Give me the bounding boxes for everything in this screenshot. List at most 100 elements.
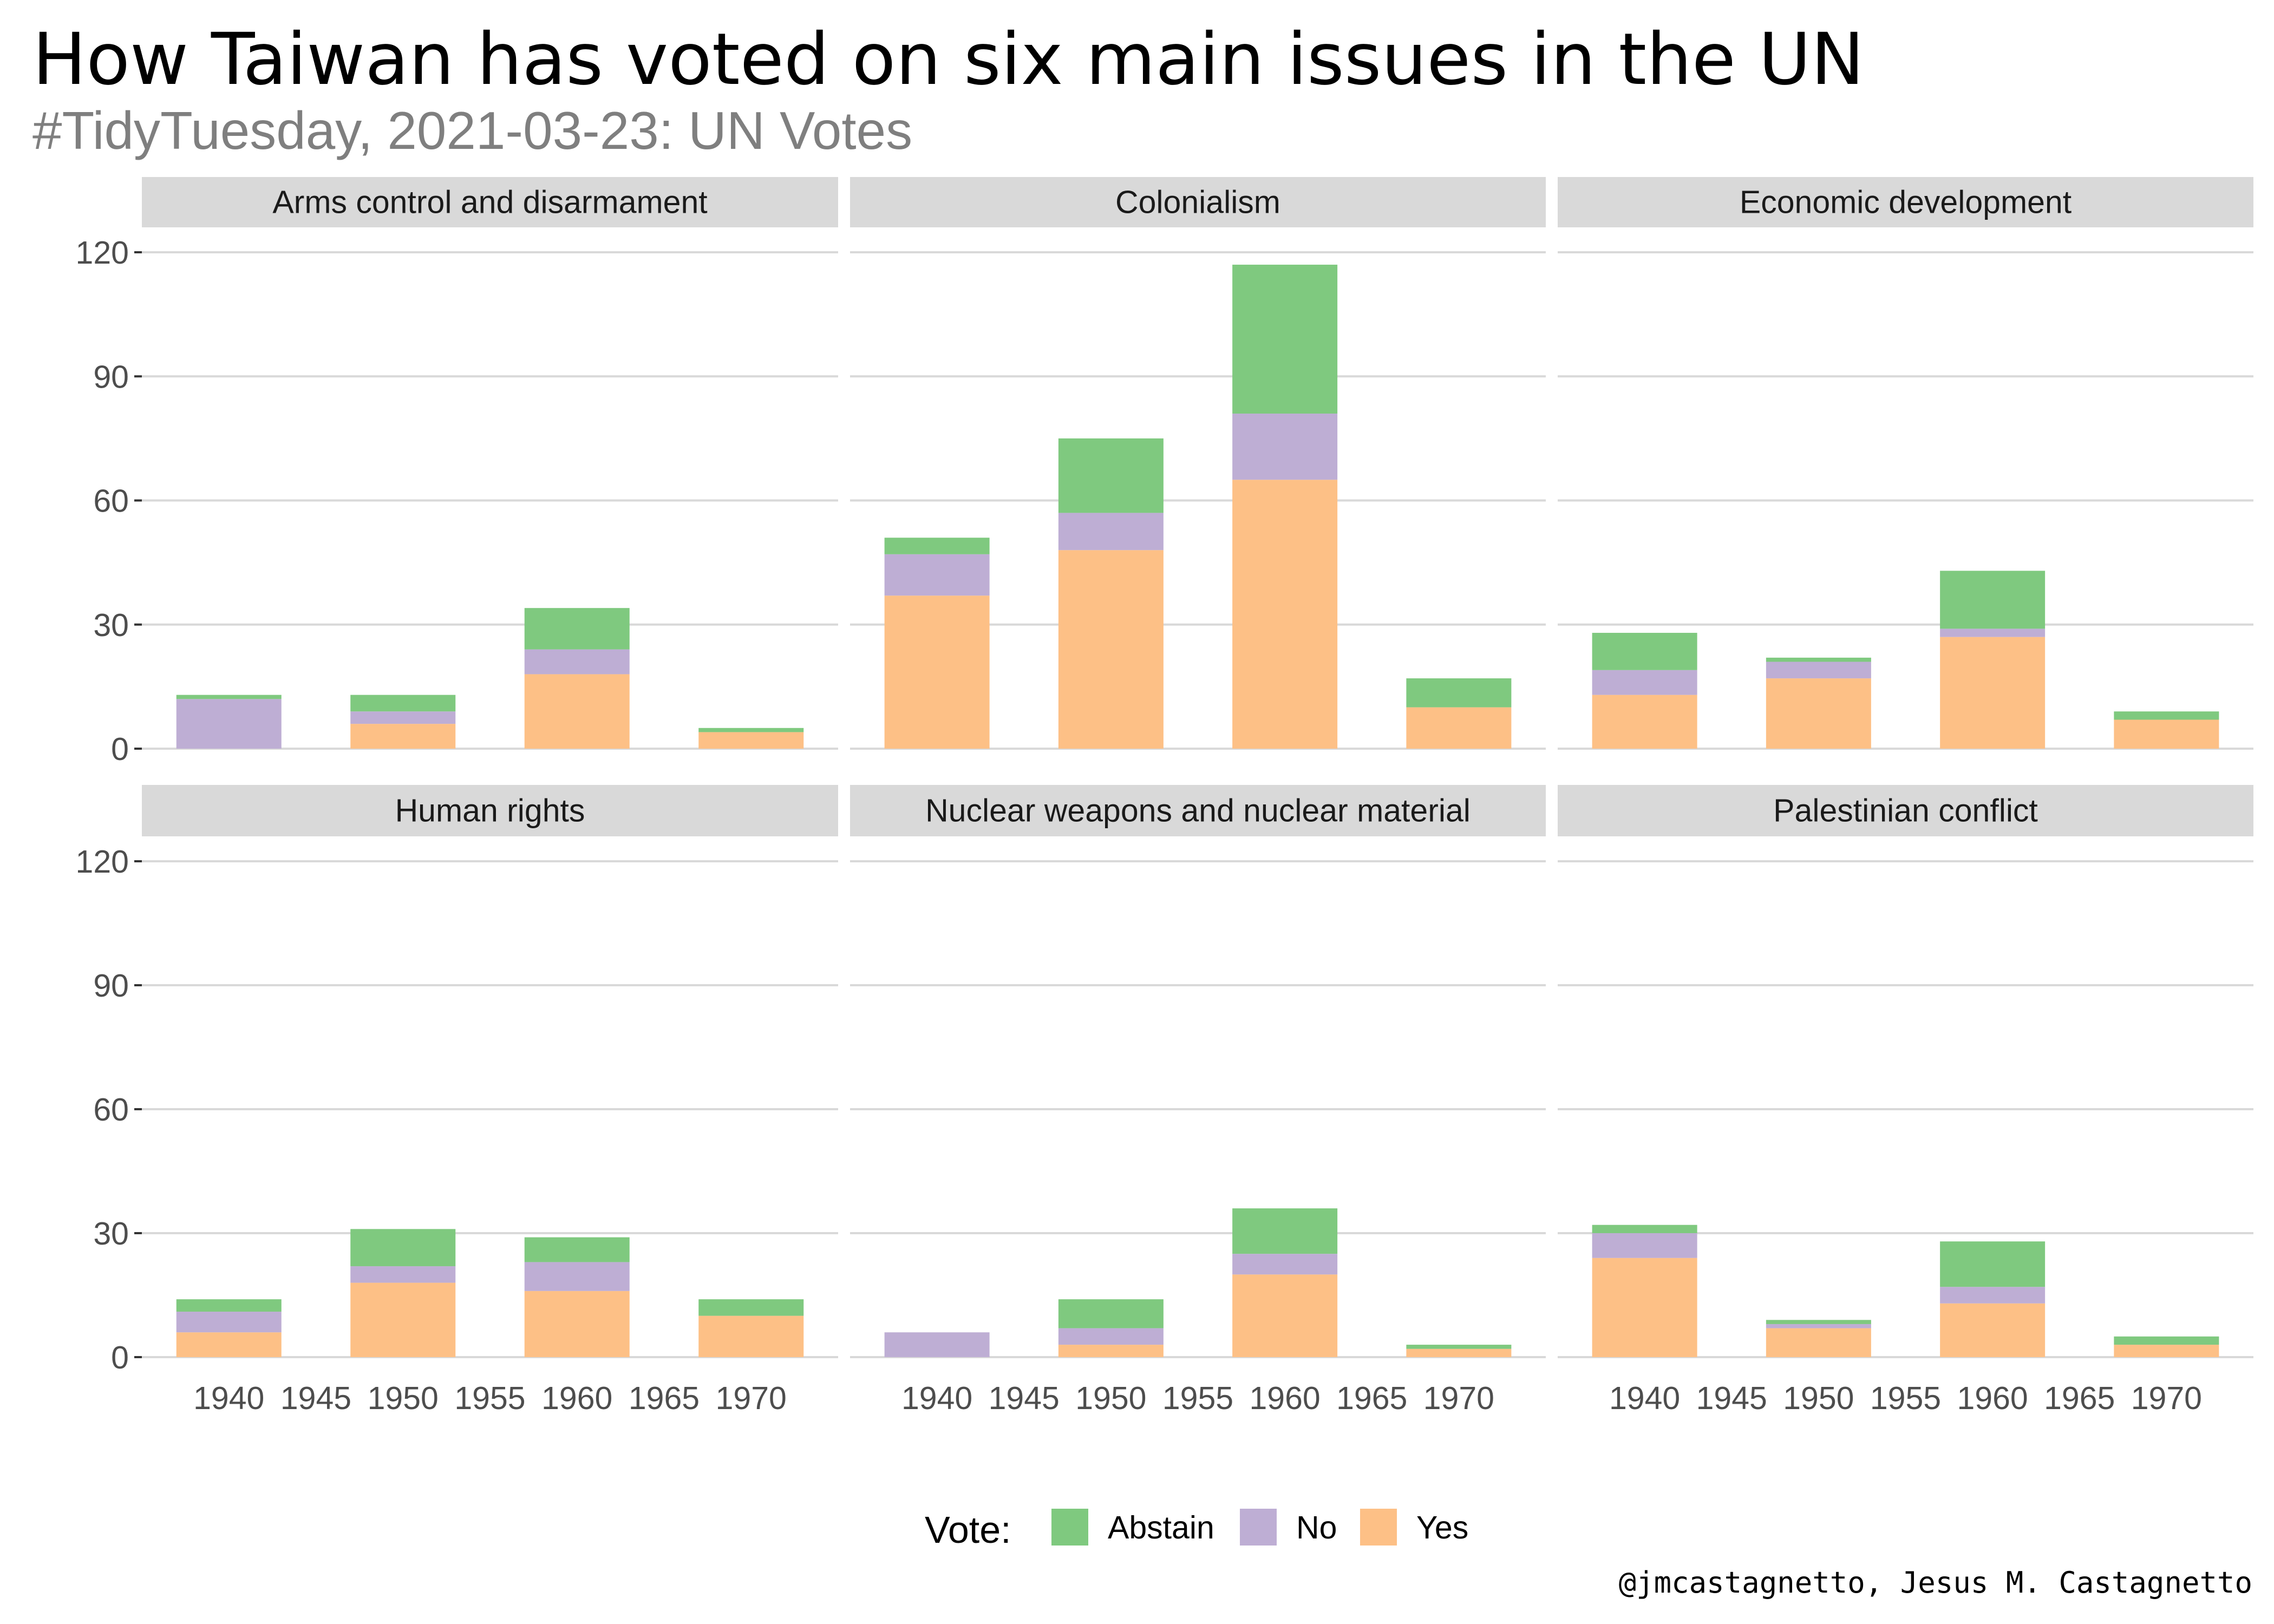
x-tick-label: 1960 bbox=[541, 1380, 612, 1416]
bar-segment-yes bbox=[698, 1315, 804, 1357]
facet-panel: Human rights 0 30 60 90 120 1940 1945 1950 1955 19… bbox=[76, 785, 838, 1416]
bar-segment-yes bbox=[2114, 719, 2219, 749]
x-tick-label: 1950 bbox=[1783, 1380, 1854, 1416]
facet-strip bbox=[1558, 785, 2253, 836]
bar-segment-yes bbox=[698, 732, 804, 749]
bar-segment-abstain bbox=[350, 1229, 456, 1267]
bar-segment-no bbox=[350, 1266, 456, 1283]
bar-segment-yes bbox=[1232, 480, 1338, 749]
chart-title: How Taiwan has voted on six main issues … bbox=[32, 18, 1864, 101]
facet-panel: Nuclear weapons and nuclear material 1940… bbox=[850, 785, 1546, 1416]
x-tick-label: 1950 bbox=[1075, 1380, 1146, 1416]
legend-label: Yes bbox=[1416, 1510, 1468, 1546]
bar-segment-abstain bbox=[1232, 1208, 1338, 1254]
facet-strip-label: Colonialism bbox=[1115, 185, 1280, 220]
facet-strip bbox=[850, 785, 1546, 836]
bar-segment-abstain bbox=[1058, 1299, 1164, 1328]
legend-label: Abstain bbox=[1108, 1510, 1214, 1546]
legend-title: Vote: bbox=[925, 1509, 1011, 1551]
y-tick-label: 0 bbox=[111, 1340, 129, 1376]
bar-segment-abstain bbox=[1940, 1241, 2046, 1287]
bar-segment-abstain bbox=[524, 1237, 630, 1262]
facet-strip bbox=[142, 177, 838, 227]
x-tick-label: 1960 bbox=[1249, 1380, 1320, 1416]
x-tick-label: 1955 bbox=[1162, 1380, 1233, 1416]
bar-segment-abstain bbox=[524, 608, 630, 650]
bar-segment-abstain bbox=[1766, 1320, 1871, 1324]
bar-segment-yes bbox=[1058, 1345, 1164, 1357]
chart-subtitle: #TidyTuesday, 2021-03-23: UN Votes bbox=[32, 101, 912, 160]
bar-segment-yes bbox=[350, 724, 456, 749]
bar-segment-abstain bbox=[2114, 711, 2219, 720]
bar-segment-abstain bbox=[1406, 678, 1512, 708]
facet-panel: Economic development bbox=[1558, 177, 2253, 750]
bar-segment-abstain bbox=[2114, 1336, 2219, 1345]
y-tick-label: 60 bbox=[93, 1092, 129, 1128]
bar-segment-yes bbox=[176, 1332, 282, 1357]
bar-segment-yes bbox=[1406, 707, 1512, 749]
facet-strip-label: Nuclear weapons and nuclear material bbox=[925, 793, 1471, 829]
bar-segment-abstain bbox=[176, 1299, 282, 1312]
bar-segment-yes bbox=[1940, 1303, 2046, 1357]
y-tick-label: 60 bbox=[93, 483, 129, 519]
bar-segment-abstain bbox=[1058, 438, 1164, 513]
bar-segment-no bbox=[350, 711, 456, 724]
facet-panel: Palestinian conflict 1940 1945 1950 1955 1960… bbox=[1558, 785, 2253, 1416]
bar-segment-yes bbox=[524, 1291, 630, 1357]
x-tick-label: 1950 bbox=[368, 1380, 439, 1416]
x-tick-label: 1965 bbox=[629, 1380, 700, 1416]
facet-strip-label: Palestinian conflict bbox=[1773, 793, 2038, 829]
bar-segment-no bbox=[884, 554, 990, 596]
bar-segment-no bbox=[524, 1262, 630, 1291]
bar-segment-yes bbox=[2114, 1345, 2219, 1357]
x-tick-label: 1940 bbox=[193, 1380, 264, 1416]
facet-strip bbox=[142, 785, 838, 836]
bar-segment-abstain bbox=[1406, 1345, 1512, 1349]
bar-segment-yes bbox=[884, 595, 990, 749]
x-tick-label: 1945 bbox=[989, 1380, 1060, 1416]
facet-strip-label: Economic development bbox=[1740, 185, 2072, 220]
bar-segment-abstain bbox=[698, 728, 804, 732]
x-tick-label: 1970 bbox=[2131, 1380, 2202, 1416]
bar-segment-abstain bbox=[1766, 657, 1871, 662]
bar-segment-no bbox=[1940, 1287, 2046, 1304]
bar-segment-no bbox=[1766, 1324, 1871, 1328]
bar-segment-yes bbox=[524, 674, 630, 749]
bar-segment-abstain bbox=[1940, 571, 2046, 629]
y-tick-label: 90 bbox=[93, 359, 129, 395]
facet-strip-label: Arms control and disarmament bbox=[272, 185, 707, 220]
bar-segment-abstain bbox=[1232, 264, 1338, 414]
bar-segment-no bbox=[1766, 662, 1871, 679]
x-tick-label: 1965 bbox=[1336, 1380, 1407, 1416]
y-tick-label: 30 bbox=[93, 607, 129, 643]
bar-segment-no bbox=[1592, 670, 1697, 695]
bar-segment-abstain bbox=[176, 695, 282, 699]
facet-strip bbox=[1558, 177, 2253, 227]
bar-segment-yes bbox=[1058, 550, 1164, 749]
bar-segment-abstain bbox=[884, 538, 990, 554]
bar-segment-abstain bbox=[1592, 1224, 1697, 1233]
facet-strip-label: Human rights bbox=[395, 793, 585, 829]
x-tick-label: 1965 bbox=[2044, 1380, 2115, 1416]
bar-segment-no bbox=[1058, 1328, 1164, 1345]
x-tick-label: 1945 bbox=[1696, 1380, 1767, 1416]
bar-segment-yes bbox=[1766, 678, 1871, 749]
y-tick-label: 90 bbox=[93, 968, 129, 1004]
facet-strip bbox=[850, 177, 1546, 227]
bar-segment-no bbox=[176, 1312, 282, 1333]
facet-panel: Arms control and disarmament 0 30 60 90 120 bbox=[76, 177, 838, 767]
facet-panels: Arms control and disarmament 0 30 60 90 120 Co… bbox=[76, 177, 2253, 1416]
bar-segment-yes bbox=[1940, 637, 2046, 749]
x-tick-label: 1940 bbox=[901, 1380, 972, 1416]
bar-segment-yes bbox=[1592, 695, 1697, 749]
x-tick-label: 1940 bbox=[1609, 1380, 1680, 1416]
bar-segment-yes bbox=[1766, 1328, 1871, 1357]
legend-key-abstain bbox=[1051, 1509, 1088, 1546]
bar-segment-abstain bbox=[350, 695, 456, 712]
y-tick-label: 120 bbox=[76, 844, 129, 880]
bar-segment-no bbox=[524, 649, 630, 675]
bar-segment-yes bbox=[350, 1282, 456, 1357]
bar-segment-yes bbox=[1232, 1274, 1338, 1357]
bar-segment-no bbox=[1058, 513, 1164, 551]
